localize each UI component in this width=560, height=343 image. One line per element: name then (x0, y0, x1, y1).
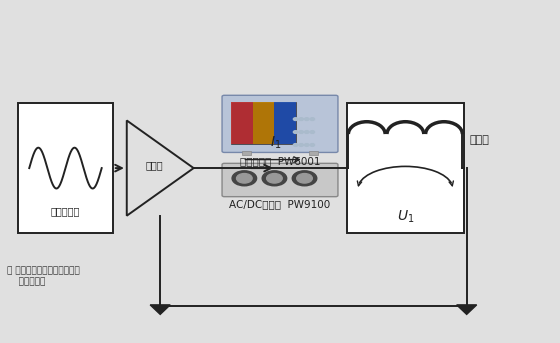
FancyBboxPatch shape (222, 95, 338, 152)
Text: 波形发生器: 波形发生器 (51, 206, 80, 216)
Circle shape (267, 174, 282, 183)
Circle shape (310, 131, 315, 133)
Circle shape (305, 144, 309, 146)
Polygon shape (127, 120, 194, 216)
Circle shape (236, 174, 252, 183)
FancyBboxPatch shape (274, 102, 296, 144)
FancyBboxPatch shape (18, 104, 113, 233)
Circle shape (299, 118, 304, 120)
Circle shape (297, 174, 312, 183)
Polygon shape (456, 305, 477, 315)
Circle shape (293, 118, 298, 120)
Text: $I_1$: $I_1$ (270, 135, 282, 151)
FancyBboxPatch shape (253, 102, 274, 144)
Circle shape (305, 118, 309, 120)
Circle shape (292, 171, 317, 186)
FancyBboxPatch shape (242, 151, 251, 155)
Text: 功率分析仪  PW6001: 功率分析仪 PW6001 (240, 156, 320, 166)
Polygon shape (150, 305, 170, 315)
Circle shape (299, 131, 304, 133)
Text: AC/DC电流盒  PW9100: AC/DC电流盒 PW9100 (230, 199, 330, 209)
Text: 电抗器: 电抗器 (469, 135, 489, 145)
FancyBboxPatch shape (347, 104, 464, 233)
FancyBboxPatch shape (309, 151, 318, 155)
Text: ＊ 请客户自行准备波形发生器
    和放大器。: ＊ 请客户自行准备波形发生器 和放大器。 (7, 267, 80, 286)
Circle shape (305, 131, 309, 133)
Circle shape (262, 171, 287, 186)
Circle shape (299, 144, 304, 146)
FancyBboxPatch shape (231, 102, 296, 144)
Text: 放大器: 放大器 (146, 160, 164, 170)
FancyBboxPatch shape (222, 163, 338, 197)
Circle shape (310, 144, 315, 146)
Text: $U_1$: $U_1$ (396, 209, 414, 225)
Circle shape (293, 131, 298, 133)
Circle shape (232, 171, 256, 186)
FancyBboxPatch shape (231, 102, 253, 144)
Circle shape (310, 118, 315, 120)
Circle shape (293, 144, 298, 146)
